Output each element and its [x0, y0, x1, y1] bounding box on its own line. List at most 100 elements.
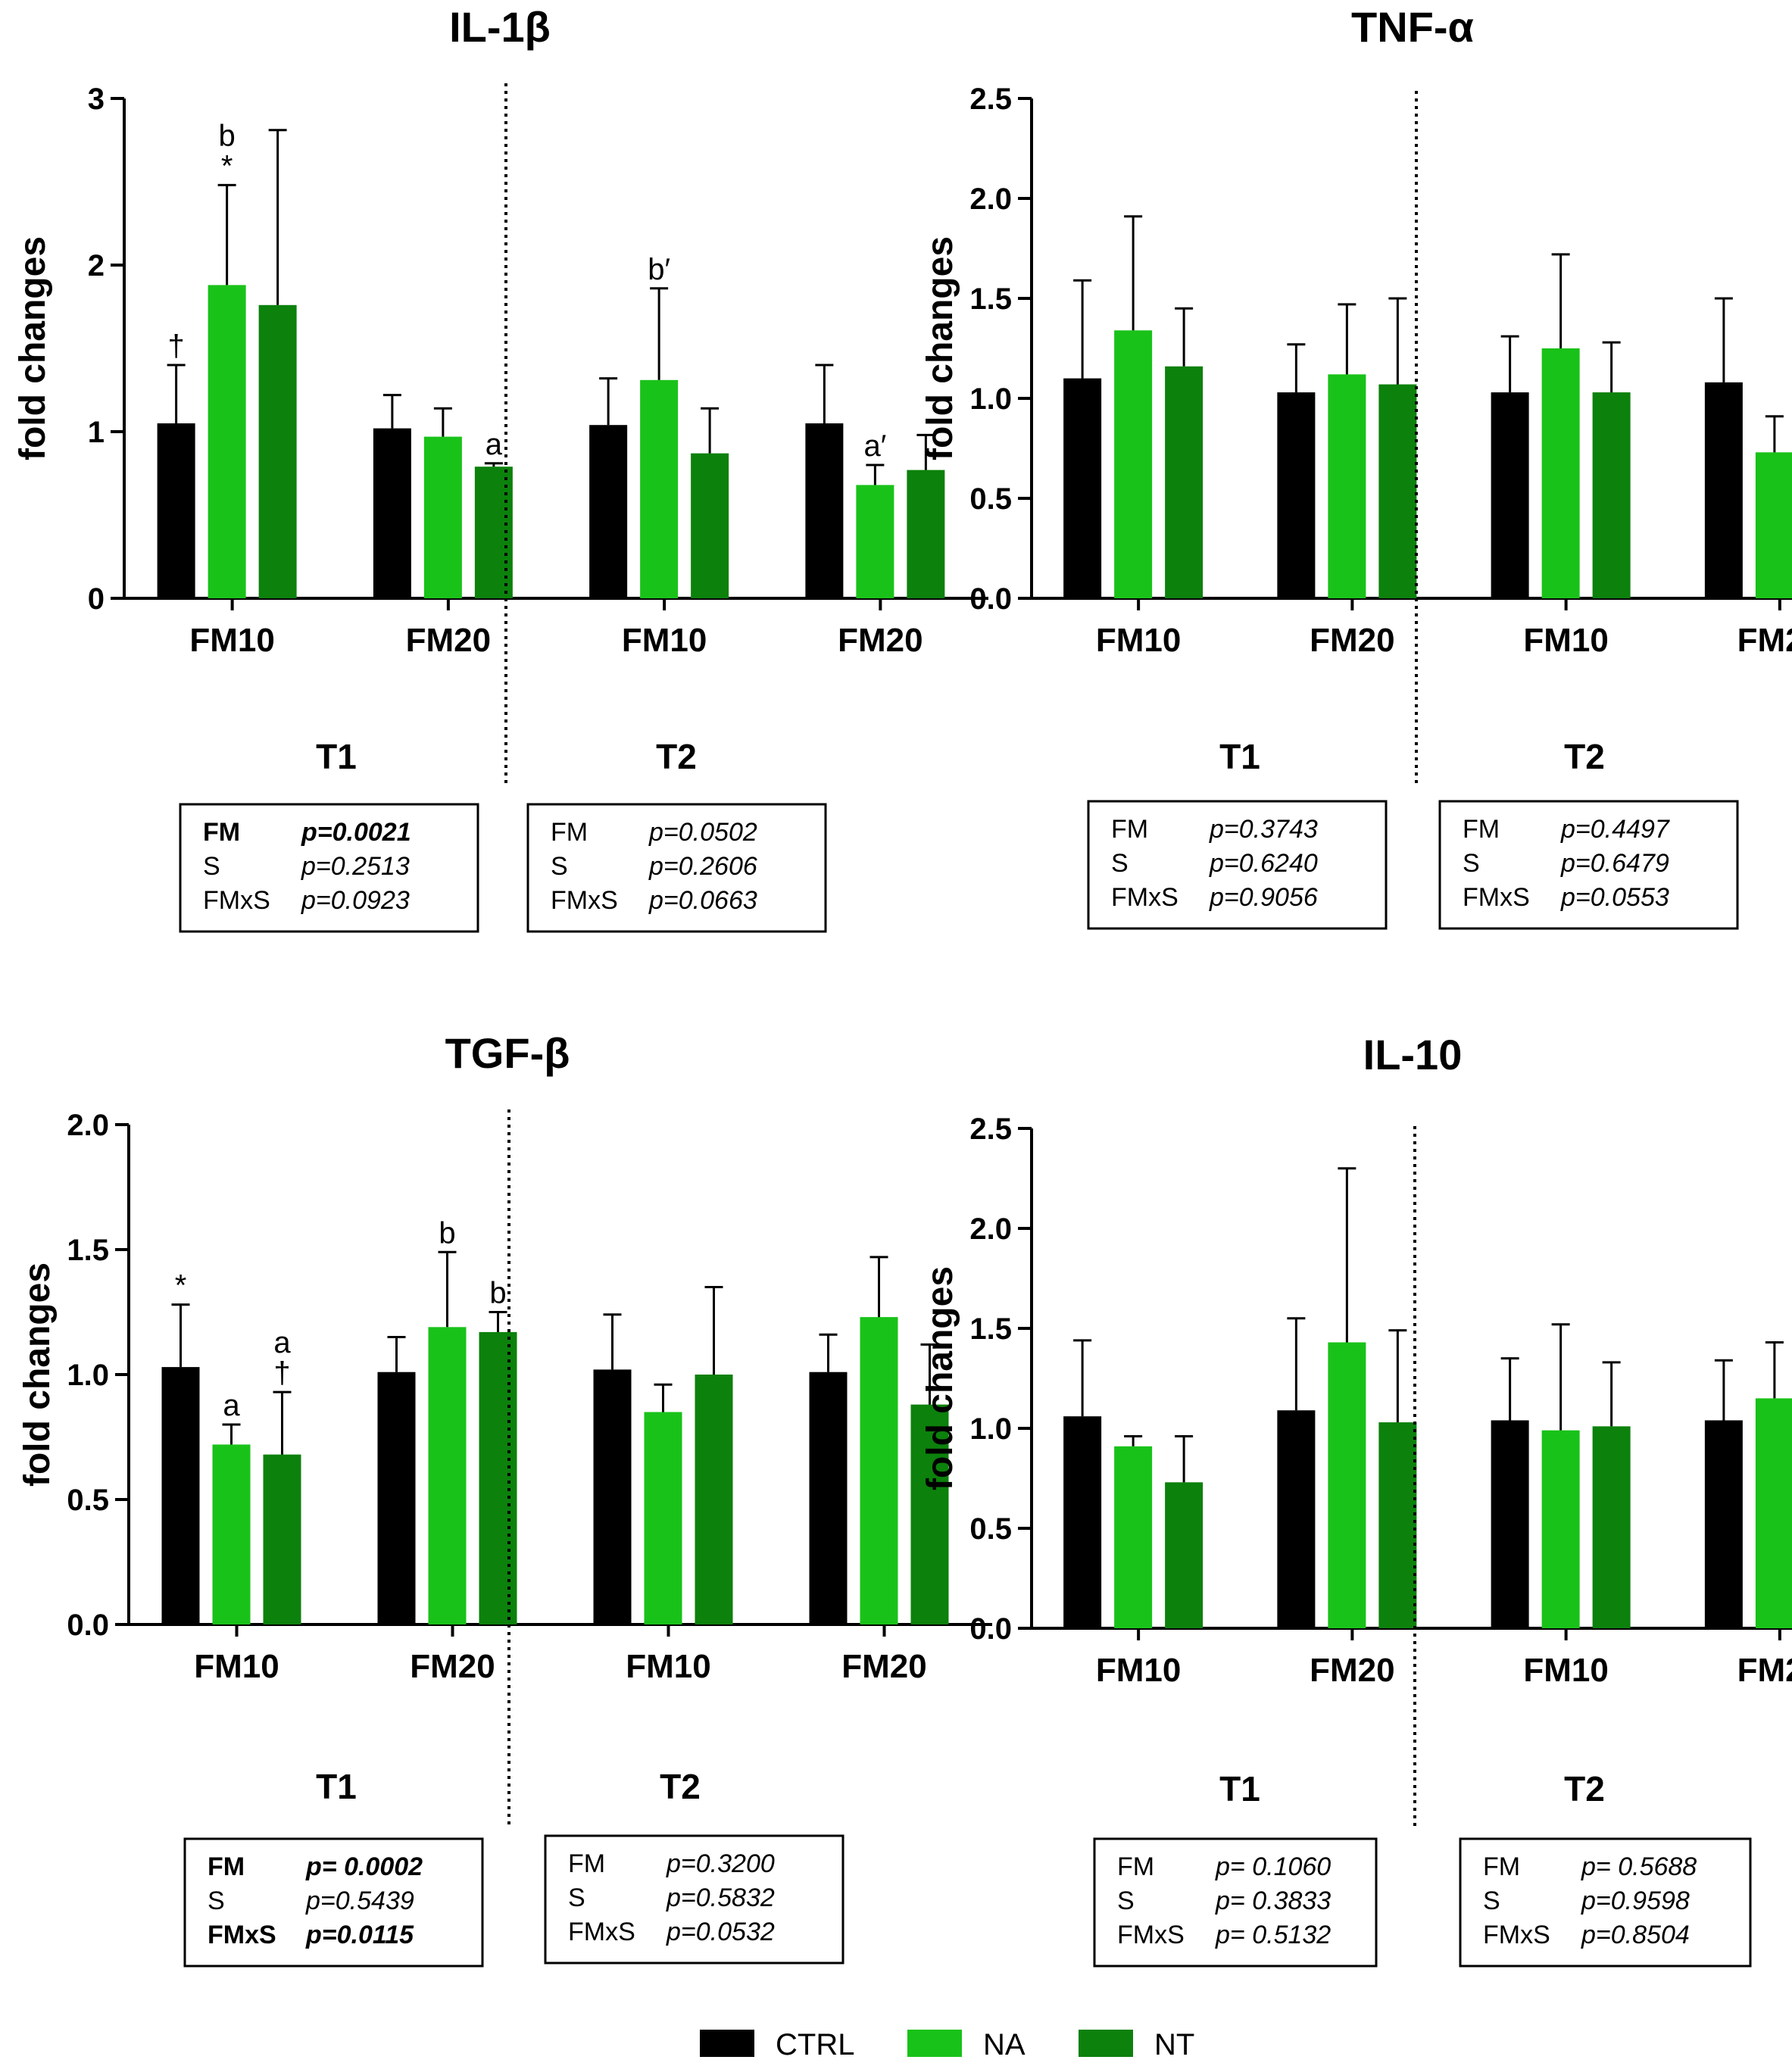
stats-label: S	[551, 852, 568, 881]
significance-mark: †	[273, 1356, 290, 1390]
stats-box: FM p=0.0502 S p=0.2606 FMxS p=0.0663	[526, 803, 827, 933]
time-label: T1	[1219, 1769, 1260, 1809]
y-tick-label: 1.5	[969, 1312, 1012, 1346]
stats-value: p=0.6479	[1560, 849, 1669, 878]
significance-mark: b	[489, 1277, 506, 1310]
bar-na	[423, 436, 462, 598]
x-tick-label: FM20	[1310, 1652, 1394, 1689]
stats-value: p= 0.5688	[1581, 1852, 1697, 1881]
legend: CTRL NA NT	[700, 2028, 1194, 2061]
stats-box: FM p= 0.1060 S p= 0.3833 FMxS p= 0.5132	[1093, 1837, 1378, 1968]
bar-nt	[695, 1375, 733, 1624]
stats-label: FMxS	[1117, 1921, 1185, 1949]
bar-ctrl	[809, 1372, 848, 1624]
y-tick-label: 0.5	[67, 1484, 109, 1517]
bar-nt	[691, 453, 729, 598]
bar-nt	[1165, 1482, 1204, 1628]
stats-label: FM	[1463, 815, 1500, 844]
bar-ctrl	[161, 1367, 200, 1624]
stats-label: FMxS	[1111, 883, 1179, 912]
stats-box: FM p=0.4497 S p=0.6479 FMxS p=0.0553	[1438, 800, 1739, 930]
stats-value: p=0.0553	[1560, 883, 1669, 912]
time-label: T2	[1564, 737, 1605, 776]
y-tick-label: 1.5	[969, 282, 1012, 316]
stats-value: p=0.0021	[301, 818, 411, 847]
stats-label: FM	[208, 1852, 245, 1881]
stats-label: FMxS	[568, 1918, 635, 1946]
stats-value: p=0.4497	[1560, 815, 1670, 844]
chart-title: TNF-α	[1351, 3, 1474, 51]
stats-value: p= 0.0002	[305, 1852, 423, 1881]
y-axis-label: fold changes	[920, 236, 960, 460]
bar-na	[1328, 374, 1366, 598]
y-tick-label: 0.0	[969, 582, 1012, 616]
bar-nt	[1165, 366, 1204, 598]
bar-ctrl	[1277, 392, 1316, 598]
stats-box-border	[183, 1837, 484, 1968]
bar-ctrl	[1063, 1416, 1102, 1628]
significance-mark: a	[223, 1389, 240, 1422]
bar-ctrl	[805, 423, 844, 598]
time-label: T1	[1219, 737, 1260, 776]
x-tick-label: FM20	[841, 1648, 926, 1685]
bar-na	[212, 1444, 251, 1624]
stats-label: S	[1111, 849, 1129, 878]
significance-mark: b′	[648, 253, 670, 286]
x-tick-label: FM10	[1096, 622, 1181, 659]
y-tick-label: 2.5	[969, 1113, 1012, 1146]
legend-label: CTRL	[776, 2028, 854, 2061]
stats-box-border	[544, 1834, 844, 1965]
x-tick-label: FM20	[410, 1648, 495, 1685]
x-tick-label: FM20	[838, 622, 923, 659]
y-tick-label: 3	[88, 83, 105, 116]
bar-nt	[263, 1454, 301, 1624]
chart-title: IL-1β	[449, 3, 551, 51]
stats-value: p=0.6240	[1209, 849, 1318, 878]
y-tick-label: 2.0	[67, 1109, 109, 1142]
y-tick-label: 1.0	[969, 1412, 1012, 1446]
stats-label: FM	[1483, 1852, 1520, 1881]
stats-label: S	[203, 852, 220, 881]
stats-box-border	[1459, 1837, 1752, 1968]
bar-ctrl	[1491, 392, 1529, 598]
bar-ctrl	[157, 423, 195, 598]
y-axis-label: fold changes	[920, 1266, 960, 1490]
x-tick-label: FM20	[1737, 622, 1792, 659]
stats-value: p= 0.3833	[1215, 1887, 1331, 1915]
bar-ctrl	[593, 1369, 632, 1624]
stats-value: p=0.8504	[1581, 1921, 1690, 1949]
stats-box-border	[1438, 800, 1739, 930]
chart-panel-3: TGF-β fold changes 0.0 0.5 1.0 1.5 2.0 FM10 FM20…	[17, 1029, 992, 1968]
stats-label: S	[1483, 1887, 1500, 1915]
time-label: T1	[316, 737, 357, 776]
stats-label: FM	[1117, 1852, 1154, 1881]
stats-box: FM p=0.3743 S p=0.6240 FMxS p=0.9056	[1087, 800, 1388, 930]
stats-label: FM	[203, 818, 240, 847]
time-label: T2	[660, 1767, 701, 1806]
stats-value: p=0.9056	[1209, 883, 1318, 912]
stats-value: p=0.0923	[301, 886, 410, 915]
stats-value: p=0.0502	[648, 818, 757, 847]
stats-box-border	[1087, 800, 1388, 930]
bar-na	[856, 485, 894, 598]
significance-mark: a′	[864, 429, 887, 463]
stats-box-border	[179, 803, 479, 933]
bar-ctrl	[1704, 1420, 1743, 1628]
stats-value: p= 0.5132	[1215, 1921, 1331, 1949]
bar-na	[208, 285, 246, 598]
bar-na	[1755, 452, 1792, 598]
stats-label: FMxS	[1463, 883, 1530, 912]
stats-value: p=0.9598	[1581, 1887, 1690, 1915]
x-tick-label: FM10	[189, 622, 274, 659]
stats-box-border	[1093, 1837, 1378, 1968]
stats-value: p=0.0115	[305, 1921, 414, 1949]
y-tick-label: 2.5	[969, 83, 1012, 116]
bar-nt	[1378, 1422, 1417, 1628]
bar-na	[1541, 1430, 1580, 1628]
bar-na	[644, 1412, 682, 1624]
x-tick-label: FM20	[1737, 1652, 1792, 1689]
legend-label: NT	[1154, 2028, 1194, 2061]
stats-box: FM p=0.3200 S p=0.5832 FMxS p=0.0532	[544, 1834, 844, 1965]
legend-swatch-na	[907, 2030, 962, 2057]
